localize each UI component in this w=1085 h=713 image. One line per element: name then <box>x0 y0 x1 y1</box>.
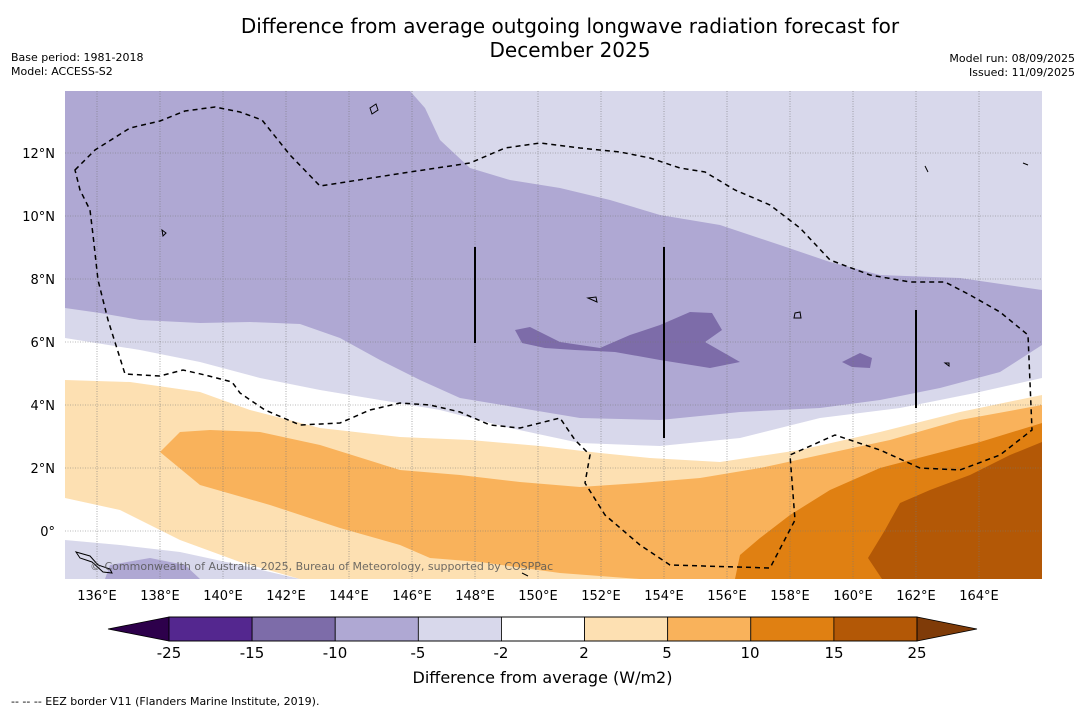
colorbar-tick: 2 <box>579 644 589 662</box>
gridlines <box>65 91 1042 579</box>
colorbar-tick: -25 <box>157 644 182 662</box>
colorbar-swatch <box>584 616 669 642</box>
colorbar-swatch <box>251 616 336 642</box>
lon-label: 136°E <box>77 589 117 604</box>
vertical-bars <box>474 247 917 438</box>
lon-label: 160°E <box>833 589 873 604</box>
lon-label: 152°E <box>581 589 621 604</box>
lat-label: 0° <box>40 525 55 540</box>
islands <box>74 103 1029 577</box>
lon-label: 138°E <box>140 589 180 604</box>
lon-label: 140°E <box>203 589 243 604</box>
lat-label: 4°N <box>31 399 56 414</box>
model-run: Model run: 08/09/2025 <box>949 52 1075 65</box>
map-title: Difference from average outgoing longwav… <box>160 14 980 62</box>
colorbar-tick: 25 <box>907 644 926 662</box>
meta-left: Base period: 1981-2018 Model: ACCESS-S2 <box>11 51 143 79</box>
contour-neg-dark-2 <box>842 353 872 368</box>
colorbar-over-arrow <box>916 616 978 642</box>
lon-label: 146°E <box>392 589 432 604</box>
lon-label: 162°E <box>896 589 936 604</box>
lon-label: 154°E <box>644 589 684 604</box>
colorbar-tick: -15 <box>240 644 265 662</box>
colorbar-tick: -5 <box>411 644 426 662</box>
contour-neg-medium <box>65 91 1042 420</box>
colorbar-tick: 10 <box>740 644 759 662</box>
lon-label: 142°E <box>266 589 306 604</box>
contour-neg-dark-1 <box>515 312 740 368</box>
issued-date: Issued: 11/09/2025 <box>968 66 1075 79</box>
lat-label: 8°N <box>31 273 56 288</box>
colorbar-title: Difference from average (W/m2) <box>412 668 673 687</box>
colorbar: -25 -15 -10 -5 -2 2 5 10 15 25 <box>107 616 978 662</box>
colorbar-tick: 5 <box>662 644 672 662</box>
lat-label: 10°N <box>22 210 55 225</box>
lon-label: 164°E <box>959 589 999 604</box>
colorbar-swatch <box>334 616 419 642</box>
colorbar-swatch <box>417 616 502 642</box>
eez-legend-footer: -- -- -- EEZ border V11 (Flanders Marine… <box>11 695 320 708</box>
colorbar-swatch <box>750 616 835 642</box>
colorbar-under-arrow <box>107 616 170 642</box>
lat-label: 12°N <box>22 147 55 162</box>
latitude-labels: 12°N 10°N 8°N 6°N 4°N 2°N 0° <box>22 147 55 540</box>
colorbar-ticks: -25 -15 -10 -5 -2 2 5 10 15 25 <box>157 644 927 662</box>
lon-label: 150°E <box>518 589 558 604</box>
colorbar-swatches <box>168 616 918 642</box>
lat-label: 6°N <box>31 336 56 351</box>
model-name: Model: ACCESS-S2 <box>11 65 113 78</box>
map-panel: © Commonwealth of Australia 2025, Bureau… <box>65 91 1042 579</box>
longitude-labels: 136°E 138°E 140°E 142°E 144°E 146°E 148°… <box>77 589 999 604</box>
eez-border <box>74 106 1033 569</box>
colorbar-frame <box>168 616 918 642</box>
colorbar-tick: -10 <box>323 644 348 662</box>
contour-pos-deep <box>868 442 1042 579</box>
lon-label: 144°E <box>329 589 369 604</box>
colorbar-tick: 15 <box>824 644 843 662</box>
lon-label: 148°E <box>455 589 495 604</box>
contour-neg-sw-medium <box>105 558 200 579</box>
base-period: Base period: 1981-2018 <box>11 51 144 64</box>
colorbar-swatch <box>501 616 585 642</box>
lon-label: 156°E <box>707 589 747 604</box>
copyright-text: © Commonwealth of Australia 2025, Bureau… <box>90 560 553 573</box>
title-line-1: Difference from average outgoing longwav… <box>240 14 900 38</box>
colorbar-swatch <box>667 616 752 642</box>
colorbar-swatch <box>833 616 918 642</box>
title-line-2: December 2025 <box>489 38 651 62</box>
colorbar-tick: -2 <box>494 644 509 662</box>
colorbar-swatch <box>168 616 253 642</box>
lon-label: 158°E <box>770 589 810 604</box>
lat-label: 2°N <box>31 462 56 477</box>
meta-right: Model run: 08/09/2025 Issued: 11/09/2025 <box>949 52 1075 80</box>
contour-pos-medium-small <box>70 446 88 456</box>
